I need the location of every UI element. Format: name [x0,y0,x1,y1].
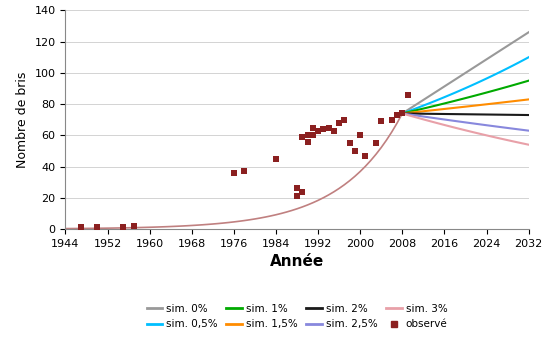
Point [398,111,407,116]
Point [303,133,312,138]
Point [303,139,312,144]
Point [229,170,238,176]
Point [319,126,328,132]
Point [324,125,333,130]
Legend: sim. 0%, sim. 0,5%, sim. 1%, sim. 1,5%, sim. 2%, sim. 2,5%, sim. 3%, observé: sim. 0%, sim. 0,5%, sim. 1%, sim. 1,5%, … [142,300,452,333]
Point [308,125,317,130]
Point [308,133,317,138]
Point [346,140,354,146]
Point [240,169,249,174]
Point [298,189,307,194]
Point [356,133,365,138]
Point [293,186,301,191]
Point [350,148,359,154]
Point [335,120,343,126]
Point [393,112,402,118]
Point [271,156,280,162]
Point [119,225,128,230]
Point [93,225,101,230]
Point [387,117,396,122]
Point [298,134,307,140]
Point [340,117,349,122]
Point [130,223,138,229]
Point [372,140,380,146]
Y-axis label: Nombre de bris: Nombre de bris [16,71,29,168]
Point [293,193,301,199]
Point [361,153,370,158]
Point [330,128,338,133]
Point [77,225,86,230]
X-axis label: Année: Année [270,254,324,269]
Point [403,92,412,98]
Point [377,119,386,124]
Point [314,128,323,133]
